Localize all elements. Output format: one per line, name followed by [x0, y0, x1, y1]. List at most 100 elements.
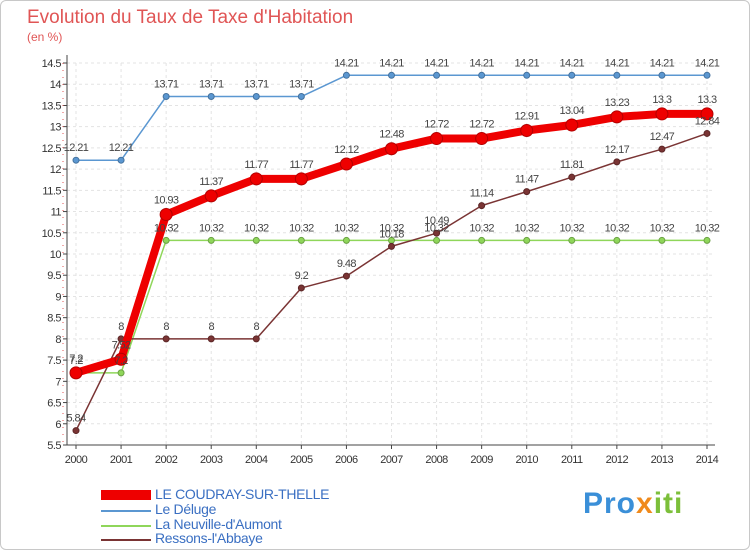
- point-ressons-2012: [613, 158, 621, 166]
- legend-label-ressons: Ressons-l'Abbaye: [155, 530, 263, 546]
- legend-label-la-neuville: La Neuville-d'Aumont: [155, 516, 282, 532]
- y-tick-label-11: 11: [51, 207, 62, 219]
- point-ressons-2014: [703, 129, 711, 137]
- data-label-le-deluge-2007: 14.21: [379, 57, 404, 69]
- data-label-la-neuville-2009: 10.32: [469, 222, 494, 234]
- point-le-deluge-2002: [162, 93, 170, 101]
- data-label-ressons-2000: 5.84: [66, 413, 85, 425]
- x-tick-label-2004: 2004: [245, 454, 268, 466]
- data-label-la-neuville-2005: 10.32: [289, 222, 314, 234]
- point-le-deluge-2003: [207, 93, 215, 101]
- point-le-deluge-2013: [658, 71, 666, 79]
- data-label-ressons-2011: 11.81: [560, 159, 584, 171]
- point-le-deluge-2011: [568, 71, 576, 79]
- legend-swatch-le-coudray: [101, 490, 151, 500]
- y-tick-label-7: 9: [55, 291, 61, 303]
- legend-item-ressons: Ressons-l'Abbaye: [101, 530, 361, 547]
- point-la-neuville-2003: [207, 236, 215, 244]
- point-le-deluge-2009: [478, 71, 486, 79]
- point-le-coudray-2006: [339, 157, 353, 171]
- point-ressons-2010: [523, 188, 531, 196]
- data-label-la-neuville-2012: 10.32: [605, 222, 630, 234]
- point-ressons-2000: [72, 427, 80, 435]
- y-tick-label-5: 8: [55, 334, 61, 346]
- legend-swatch-la-neuville: [101, 525, 151, 527]
- data-label-la-neuville-2001: 7.2: [114, 355, 128, 367]
- y-tick-label-9: 10: [50, 249, 62, 261]
- data-label-le-coudray-2000: 7.2: [69, 353, 83, 365]
- y-tick-label-14: 12.5: [42, 143, 62, 155]
- data-label-le-coudray-2013: 13.3: [652, 94, 671, 106]
- x-tick-label-2003: 2003: [200, 454, 223, 466]
- point-ressons-2009: [478, 202, 486, 210]
- point-le-coudray-2003: [204, 189, 218, 203]
- x-tick-label-2008: 2008: [425, 454, 448, 466]
- legend-item-la-neuville: La Neuville-d'Aumont: [101, 516, 361, 533]
- data-label-ressons-2012: 12.17: [605, 144, 630, 156]
- data-label-le-deluge-2012: 14.21: [605, 57, 630, 69]
- x-tick-label-2013: 2013: [651, 454, 674, 466]
- point-ressons-2006: [342, 272, 350, 280]
- point-ressons-2007: [388, 242, 395, 250]
- data-label-le-deluge-2008: 14.21: [424, 57, 449, 69]
- point-ressons-2011: [568, 173, 576, 181]
- point-la-neuville-2010: [523, 236, 531, 244]
- y-tick-label-13: 12: [50, 164, 62, 176]
- y-tick-label-15: 13: [50, 122, 62, 134]
- y-tick-label-16: 13.5: [42, 100, 62, 112]
- data-label-ressons-2013: 12.47: [650, 131, 675, 143]
- data-label-la-neuville-2000: 7.2: [69, 355, 83, 367]
- data-label-ressons-2001: 8: [118, 321, 124, 333]
- point-le-coudray-2012: [610, 110, 624, 124]
- data-label-ressons-2005: 9.2: [295, 270, 309, 282]
- point-la-neuville-2014: [703, 236, 711, 244]
- x-tick-label-2000: 2000: [65, 454, 88, 466]
- data-label-le-deluge-2014: 14.21: [695, 57, 720, 69]
- point-la-neuville-2009: [478, 236, 486, 244]
- x-tick-label-2011: 2011: [561, 454, 583, 466]
- x-tick-label-2002: 2002: [155, 454, 178, 466]
- point-le-coudray-2010: [520, 123, 534, 137]
- data-label-le-coudray-2006: 12.12: [334, 144, 359, 156]
- y-tick-label-2: 6.5: [47, 398, 61, 410]
- point-le-deluge-2000: [72, 156, 80, 164]
- y-tick-label-10: 10.5: [42, 228, 62, 240]
- data-label-ressons-2003: 8: [208, 321, 214, 333]
- point-la-neuville-2006: [342, 236, 350, 244]
- data-label-la-neuville-2010: 10.32: [514, 222, 539, 234]
- data-label-le-deluge-2009: 14.21: [469, 57, 494, 69]
- point-ressons-2002: [162, 335, 170, 343]
- data-label-ressons-2006: 9.48: [337, 258, 356, 270]
- point-le-deluge-2007: [388, 71, 395, 79]
- point-ressons-2005: [297, 284, 305, 292]
- x-tick-label-2007: 2007: [380, 454, 403, 466]
- point-le-coudray-2005: [294, 172, 308, 186]
- point-le-coudray-2000: [69, 366, 83, 380]
- data-label-la-neuville-2008: 10.32: [424, 222, 449, 234]
- y-tick-label-12: 11.5: [42, 185, 61, 197]
- y-tick-label-3: 7: [55, 376, 61, 388]
- point-le-coudray-2007: [385, 142, 398, 156]
- x-tick-label-2005: 2005: [290, 454, 313, 466]
- data-label-le-coudray-2001: 7.52: [112, 339, 131, 351]
- data-label-ressons-2010: 11.47: [515, 174, 539, 186]
- point-la-neuville-2002: [162, 236, 170, 244]
- point-ressons-2004: [252, 335, 260, 343]
- x-tick-label-2006: 2006: [335, 454, 358, 466]
- point-le-deluge-2005: [297, 93, 305, 101]
- data-label-la-neuville-2006: 10.32: [334, 222, 359, 234]
- y-tick-label-18: 14.5: [42, 58, 62, 70]
- point-le-deluge-2006: [342, 71, 350, 79]
- legend-label-le-deluge: Le Déluge: [155, 501, 217, 517]
- data-label-la-neuville-2013: 10.32: [650, 222, 675, 234]
- data-label-la-neuville-2004: 10.32: [244, 222, 269, 234]
- point-le-deluge-2010: [523, 71, 531, 79]
- chart-title: Evolution du Taux de Taxe d'Habitation: [27, 7, 354, 28]
- data-label-le-coudray-2002: 10.93: [154, 195, 179, 207]
- point-le-deluge-2001: [117, 156, 125, 164]
- point-le-coudray-2004: [249, 172, 263, 186]
- point-ressons-2008: [433, 229, 441, 237]
- data-label-le-deluge-2001: 12.21: [109, 142, 134, 154]
